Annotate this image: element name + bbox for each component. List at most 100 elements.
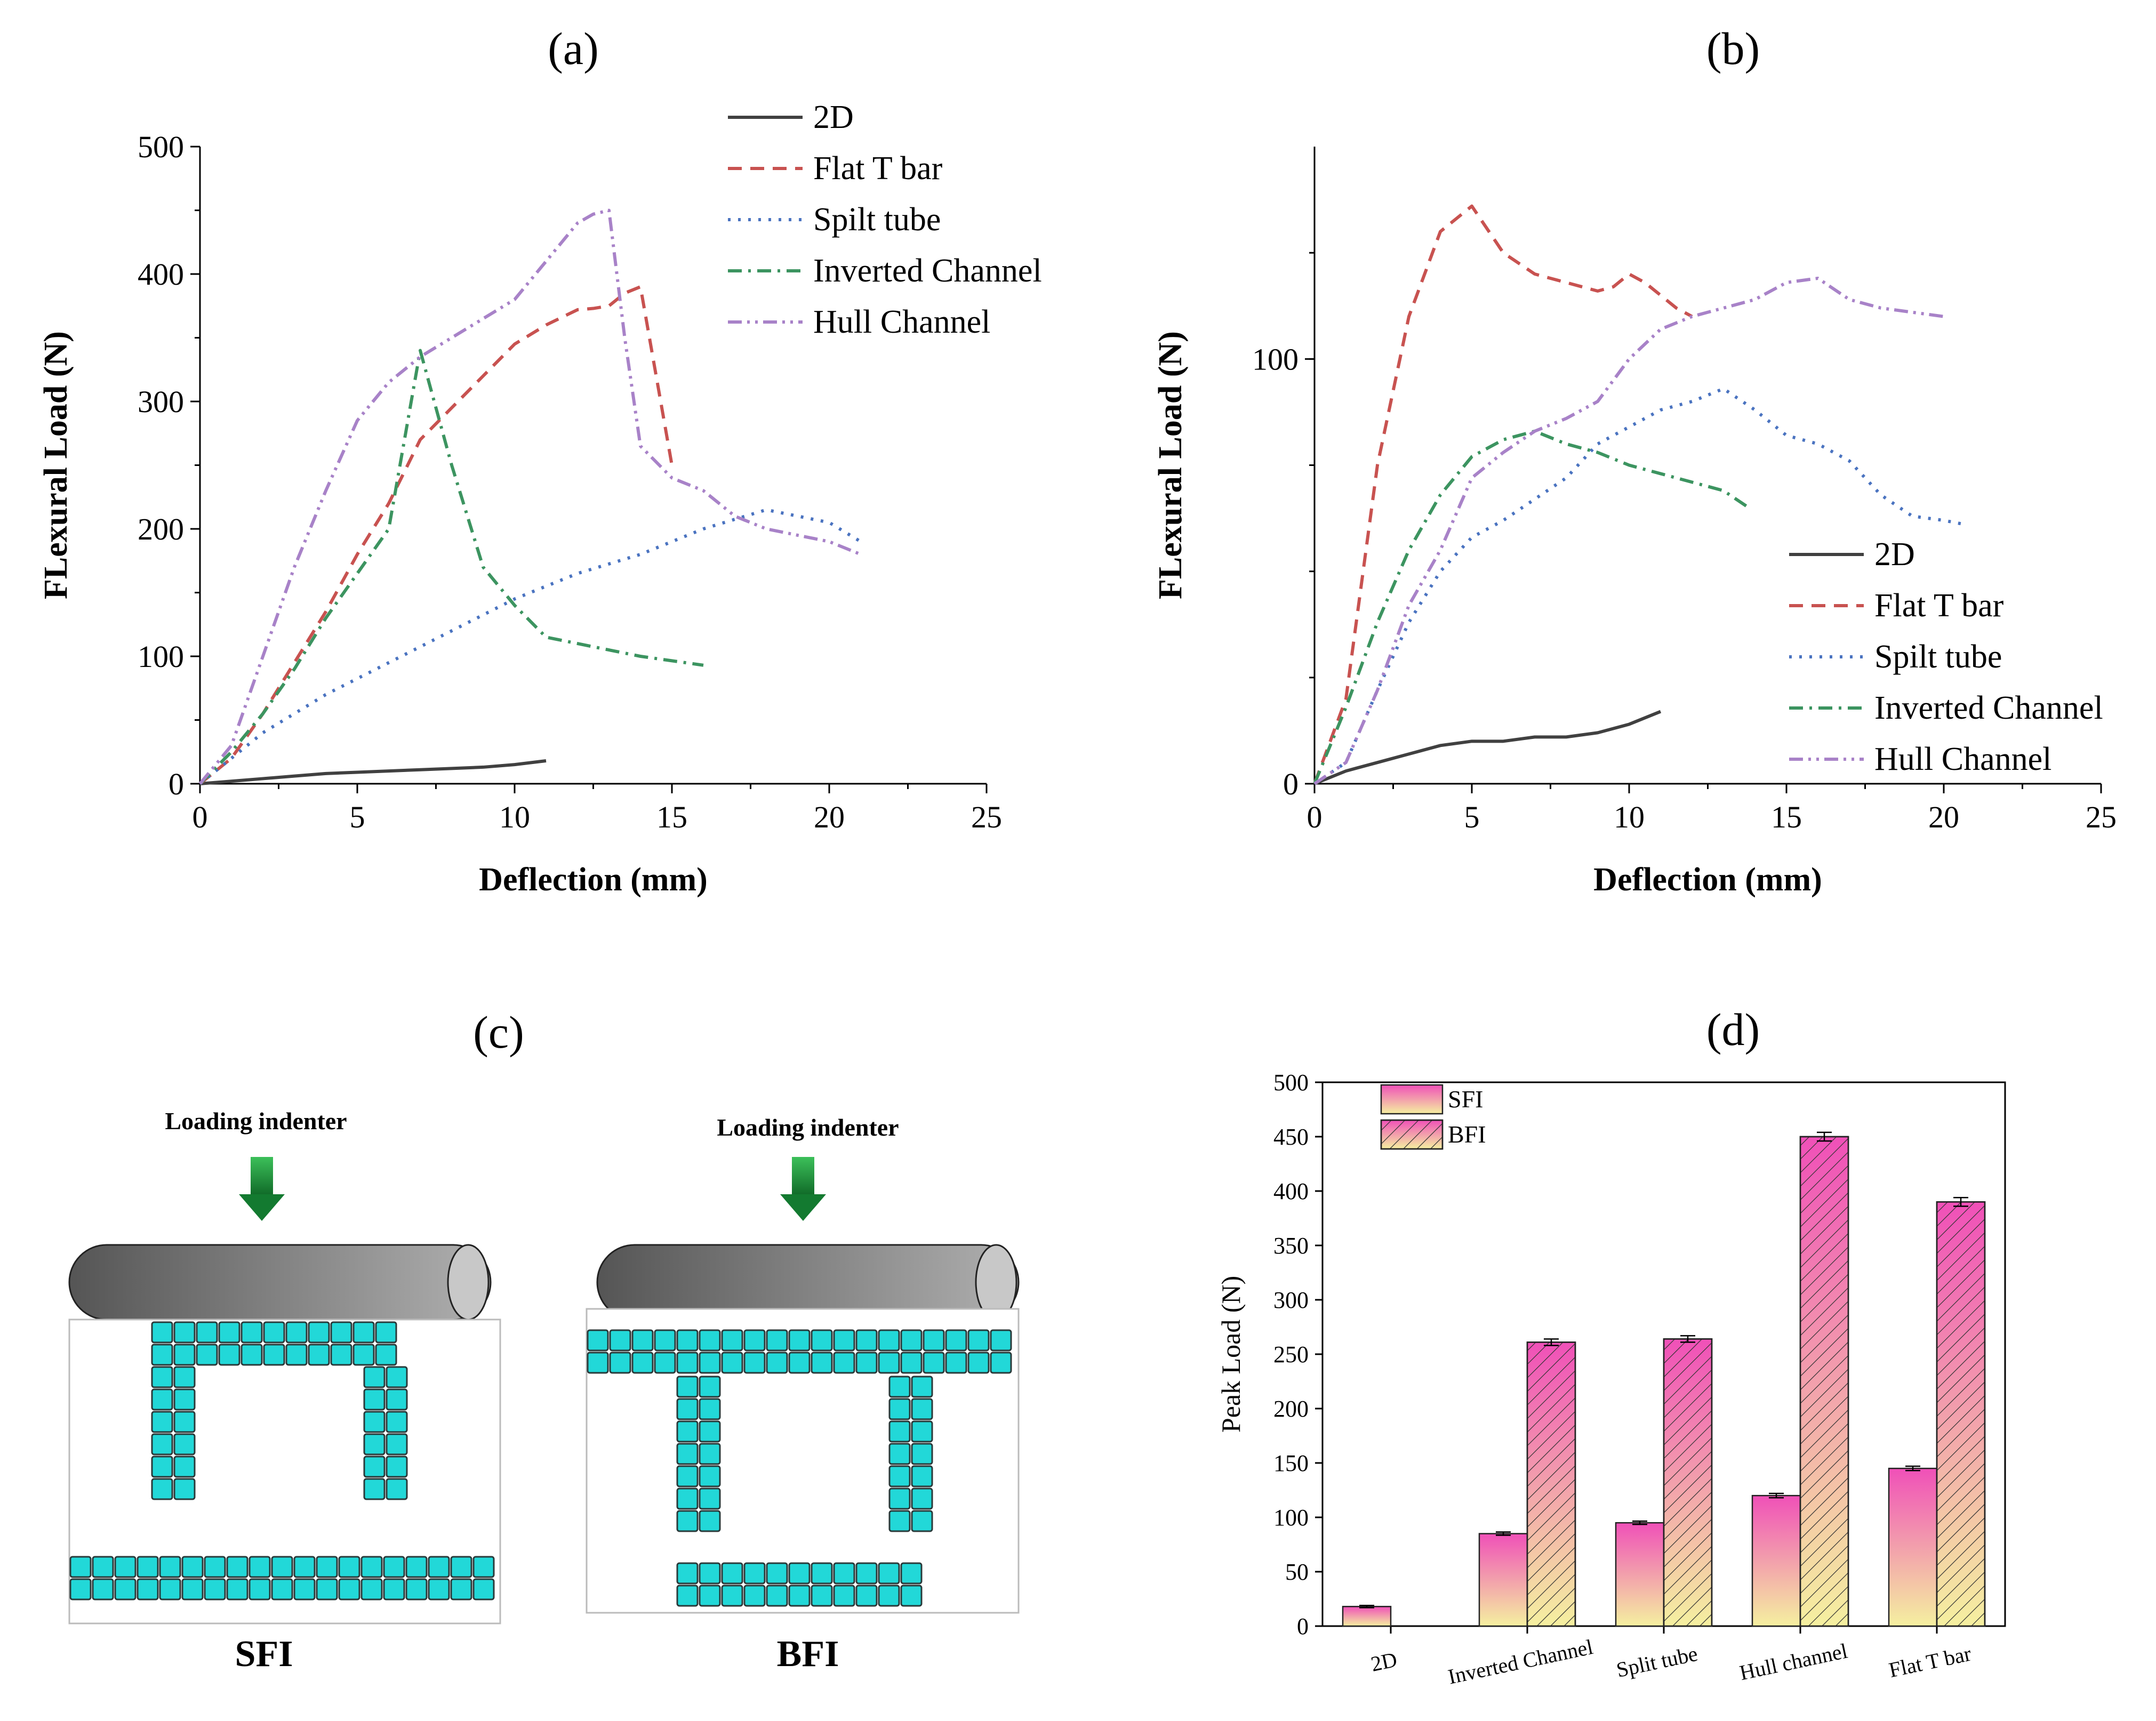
bfi-cell [766,1352,788,1374]
sfi-cell [159,1578,181,1601]
sfi-cell [472,1578,495,1601]
sfi-cell [218,1344,241,1366]
panel-d-bar-chart: (d) 0 50 100 150 200 250 300 350 400 450 500 Peak L… [1216,1004,2006,1689]
bfi-cell [676,1420,699,1443]
a-y-tick-label: 500 [138,130,184,164]
a-x-tick-label: 5 [350,800,365,834]
bfi-cell [743,1562,766,1585]
bfi-cell [788,1562,811,1585]
sfi-cell [137,1556,159,1578]
bfi-cell [721,1585,743,1607]
a-x-tick-label: 0 [193,800,208,834]
panel-c-label: (c) [473,1007,524,1058]
bfi-cell [811,1329,833,1352]
b-y-tick-label: 100 [1252,342,1299,376]
sfi-cell [181,1578,204,1601]
bfi-cell [811,1352,833,1374]
b-x-tick-label: 10 [1614,800,1645,834]
bfi-cell [766,1562,788,1585]
bfi-cell [587,1352,609,1374]
sfi-cell [472,1556,495,1578]
a-series-hull-channel [198,208,862,785]
d-x-tick-label: Split tube [1614,1642,1700,1682]
sfi-cell [204,1556,226,1578]
panel-a-line-chart: (a) 0 5 10 15 20 25 0 100 200 300 400 500 Deflection… [38,23,1042,898]
bfi-cell [911,1510,933,1532]
a-x-tick-label: 20 [814,800,845,834]
bfi-cell [878,1352,900,1374]
bfi-cell [878,1562,900,1585]
sfi-cell [285,1344,308,1366]
bfi-cell [855,1562,878,1585]
bfi-cell [609,1352,631,1374]
sfi-cell [428,1556,450,1578]
panel-b-line-chart: (b) 0 5 10 15 20 25 0 100 Deflection (mm) FLexura… [1152,23,2117,898]
panel-a-label: (a) [548,23,598,74]
a-legend-label-hull-channel: Hull Channel [813,304,990,340]
bfi-cell [888,1376,911,1398]
sfi-cell [69,1578,92,1601]
a-series-spilt-tube [199,508,862,785]
bfi-cell [900,1585,923,1607]
bfi-cell [676,1352,699,1374]
a-legend-label-inverted-channel: Inverted Channel [813,253,1042,289]
sfi-cell [173,1478,196,1500]
bfi-cross-section [587,1329,1012,1607]
a-x-tick-label: 25 [971,800,1002,834]
sfi-cell [330,1321,352,1344]
bfi-cell [911,1420,933,1443]
bfi-cell [945,1352,967,1374]
a-series-2d [199,759,547,785]
bfi-cell [911,1443,933,1465]
sfi-cell [352,1321,375,1344]
bfi-cell [911,1465,933,1487]
b-series-2d [1313,710,1662,785]
bfi-cell [888,1487,911,1510]
sfi-cell [173,1388,196,1411]
bfi-cell [743,1352,766,1374]
bfi-cell [699,1510,721,1532]
sfi-cell [249,1556,271,1578]
bfi-indenter-cylinder [596,1244,1020,1321]
sfi-cell [375,1321,397,1344]
bfi-cell [631,1352,654,1374]
d-bar-hatch-split-tube [1663,1338,1713,1627]
bfi-cell [676,1465,699,1487]
a-legend-label-flat-t-bar: Flat T bar [813,150,943,187]
b-legend-label-spilt-tube: Spilt tube [1874,639,2002,675]
sfi-cell [383,1556,405,1578]
panel-b-label: (b) [1706,23,1760,74]
bfi-cell [631,1329,654,1352]
sfi-cell [360,1556,383,1578]
bfi-cell [609,1329,631,1352]
d-y-axis-title: Peak Load (N) [1216,1276,1246,1433]
b-x-tick-label: 0 [1307,800,1323,834]
b-x-tick-label: 20 [1928,800,1959,834]
bfi-cell [699,1329,721,1352]
a-series-flat-t-bar [199,285,674,785]
bfi-cell [699,1398,721,1420]
bfi-cell [766,1585,788,1607]
bfi-cell [833,1585,855,1607]
bfi-cell [833,1562,855,1585]
b-legend-label-inverted-channel: Inverted Channel [1874,690,2103,726]
bfi-cell [699,1376,721,1398]
sfi-cell [330,1344,352,1366]
sfi-cell [405,1578,428,1601]
bfi-cell [878,1585,900,1607]
sfi-cell [173,1411,196,1433]
sfi-cell [360,1578,383,1601]
sfi-label: SFI [235,1634,293,1675]
bfi-cell [788,1352,811,1374]
sfi-cell [196,1321,218,1344]
b-x-tick-label: 15 [1771,800,1802,834]
sfi-cell [363,1388,386,1411]
bfi-cell [855,1585,878,1607]
d-x-tick-label: Inverted Channel [1446,1635,1595,1689]
a-x-tick-label: 15 [656,800,687,834]
sfi-cell [363,1411,386,1433]
sfi-cell [226,1556,249,1578]
sfi-cross-section [69,1321,495,1601]
bfi-cell [743,1585,766,1607]
sfi-cell [308,1321,330,1344]
